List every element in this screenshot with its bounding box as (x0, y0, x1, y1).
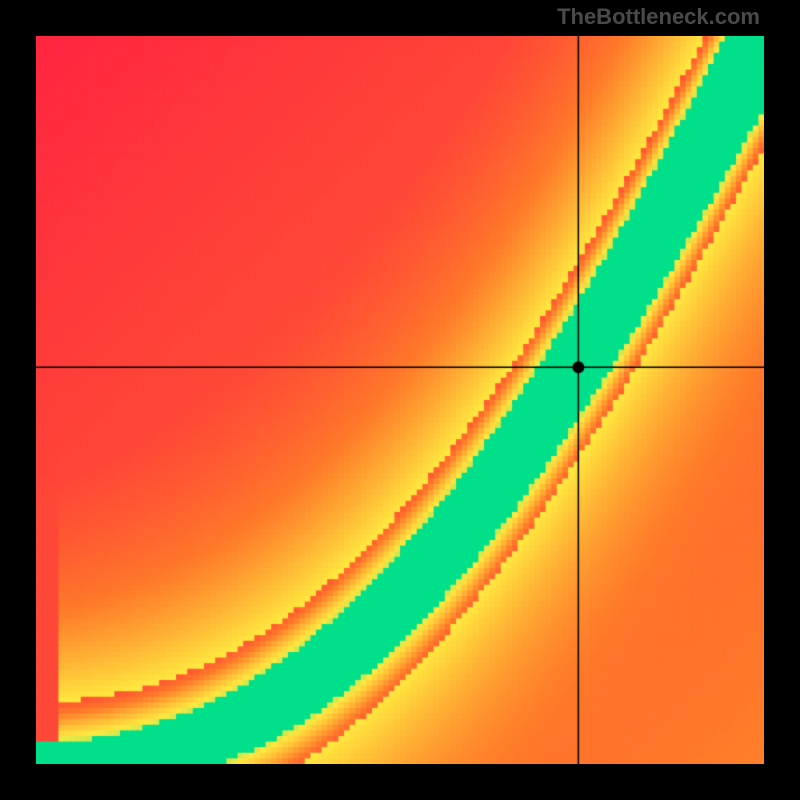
heatmap-canvas (36, 36, 764, 764)
chart-container: TheBottleneck.com (0, 0, 800, 800)
heatmap-plot (36, 36, 764, 764)
watermark-text: TheBottleneck.com (557, 4, 760, 30)
